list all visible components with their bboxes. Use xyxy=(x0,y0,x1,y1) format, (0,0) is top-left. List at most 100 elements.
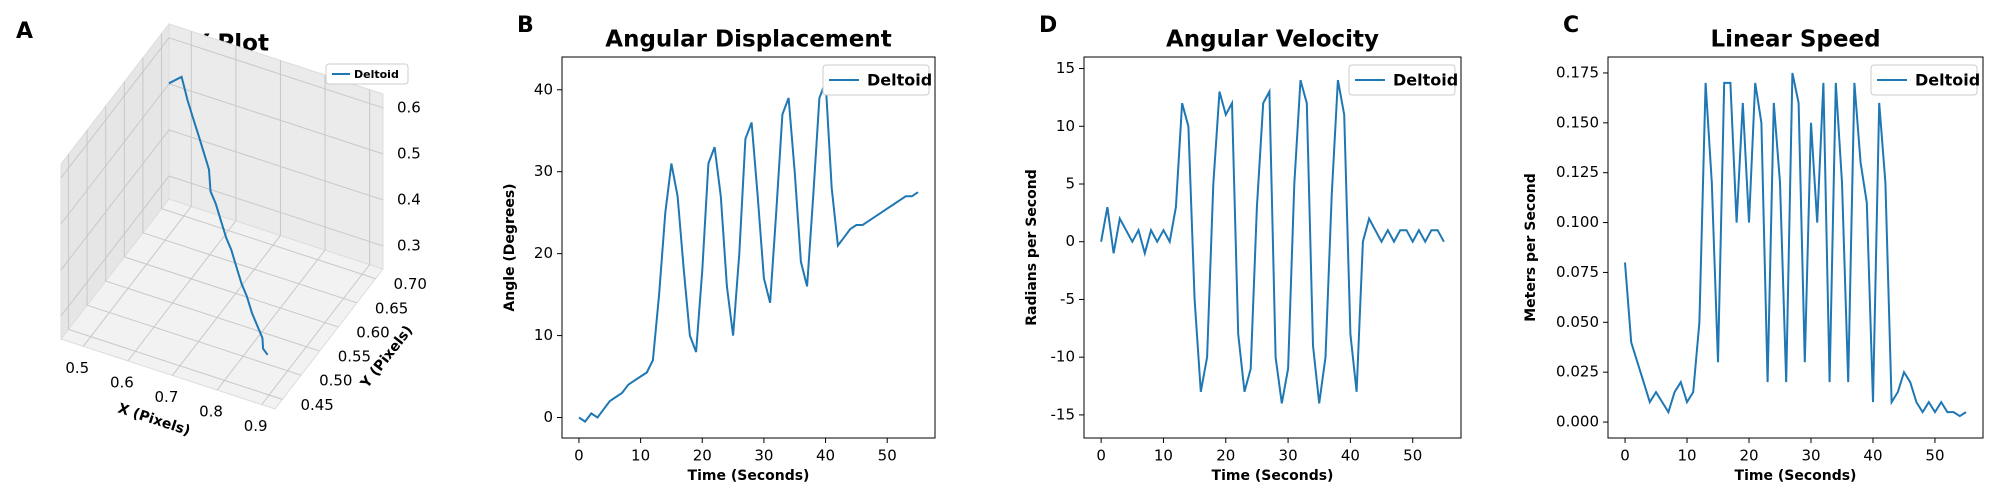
grid-line xyxy=(216,249,326,391)
y-tick-label: 0.60 xyxy=(356,323,389,341)
x-tick-label: 30 xyxy=(1279,447,1298,465)
y-tick-label: 0.025 xyxy=(1556,363,1599,381)
y-tick-label: 0.45 xyxy=(300,396,333,414)
x-tick-label: 0 xyxy=(1620,447,1630,465)
y-tick-label: 0.175 xyxy=(1556,63,1599,81)
panel-label: D xyxy=(1039,13,1057,38)
y-tick-label: 0 xyxy=(543,408,553,426)
x-axis-label: Time (Seconds) xyxy=(1735,468,1857,484)
grid-line xyxy=(60,37,170,179)
legend-box xyxy=(325,63,409,85)
grid-line xyxy=(142,232,358,304)
x-tick-label: 10 xyxy=(1677,447,1696,465)
grid-line xyxy=(60,175,170,317)
y-tick-label: -15 xyxy=(1051,405,1076,423)
y-tick-label: 0.075 xyxy=(1556,263,1599,281)
x-tick-label: 0.7 xyxy=(155,388,179,406)
x-tick-label: 30 xyxy=(1801,447,1820,465)
x-tick-label: 0 xyxy=(1096,447,1106,465)
z-tick-label: 0.4 xyxy=(397,190,421,208)
x-tick-label: 20 xyxy=(1739,447,1758,465)
legend-label: Deltoid xyxy=(354,68,399,81)
grid-line xyxy=(172,235,281,376)
y-tick-label: 0.65 xyxy=(375,299,408,317)
z-tick-label: 0.3 xyxy=(397,236,421,254)
z-tick-label: 0.6 xyxy=(397,98,421,116)
chart-title: Linear Speed xyxy=(1710,27,1880,53)
x-tick-label: 10 xyxy=(631,447,650,465)
legend-box xyxy=(822,64,930,96)
legend-label: Deltoid xyxy=(867,71,932,90)
grid-line xyxy=(68,328,283,400)
data-line xyxy=(578,81,919,423)
x-tick-label: 50 xyxy=(878,447,897,465)
chart-title: Angular Velocity xyxy=(1166,27,1379,53)
x-tick-label: 10 xyxy=(1154,447,1173,465)
y-tick-label: 40 xyxy=(534,80,553,98)
y-tick-label: 0.150 xyxy=(1556,113,1599,131)
x-tick-label: 50 xyxy=(1403,447,1422,465)
side-pane xyxy=(60,22,170,341)
y-tick-label: 0.125 xyxy=(1556,163,1599,181)
y-axis-label: Meters per Second xyxy=(1523,173,1539,322)
grid-line xyxy=(124,256,339,328)
x-tick-label: 40 xyxy=(1341,447,1360,465)
grid-line xyxy=(168,129,384,201)
plot-frame xyxy=(561,56,936,439)
data-line xyxy=(168,75,269,356)
y-tick-label: 5 xyxy=(1065,175,1075,193)
panel-label: B xyxy=(517,13,534,38)
y-axis-label: Radians per Second xyxy=(1024,169,1040,325)
x-tick-label: 40 xyxy=(816,447,835,465)
legend-box xyxy=(1870,64,1978,96)
grid-line xyxy=(60,83,170,225)
y-tick-label: 15 xyxy=(1056,59,1075,77)
y-tick-label: 0.50 xyxy=(319,372,352,390)
y-tick-label: 0.050 xyxy=(1556,313,1599,331)
y-tick-label: 30 xyxy=(534,162,553,180)
y-tick-label: 0.000 xyxy=(1556,413,1599,431)
x-tick-label: 30 xyxy=(754,447,773,465)
z-tick-label: 0.5 xyxy=(397,144,421,162)
x-tick-label: 0.6 xyxy=(110,373,134,391)
x-tick-label: 40 xyxy=(1863,447,1882,465)
y-axis-label: Angle (Degrees) xyxy=(502,183,518,311)
grid-line xyxy=(105,280,320,352)
grid-line xyxy=(86,304,302,376)
plot-frame xyxy=(1607,56,1984,439)
x-axis-label: Time (Seconds) xyxy=(1212,468,1334,484)
panel-label: C xyxy=(1563,13,1579,38)
y-tick-label: 0.70 xyxy=(394,275,427,293)
x-tick-label: 0 xyxy=(574,447,584,465)
y-tick-label: 0 xyxy=(1065,232,1075,250)
x-tick-label: 20 xyxy=(693,447,712,465)
grid-line xyxy=(127,220,237,362)
x-tick-label: 0.9 xyxy=(244,417,268,435)
x-axis-label: Time (Seconds) xyxy=(688,468,810,484)
y-tick-label: 20 xyxy=(534,244,553,262)
legend-box xyxy=(1348,64,1456,96)
plot-frame xyxy=(1083,56,1462,439)
grid-line xyxy=(168,175,384,247)
x-tick-label: 0.8 xyxy=(199,403,223,421)
x-axis-label: X (Pixels) xyxy=(116,401,192,439)
y-tick-label: -5 xyxy=(1060,290,1075,308)
y-tick-label: 10 xyxy=(534,326,553,344)
x-tick-label: 0.5 xyxy=(65,359,89,377)
y-tick-label: 10 xyxy=(1056,117,1075,135)
chart-title: Angular Displacement xyxy=(605,27,891,53)
y-tick-label: 0.100 xyxy=(1556,213,1599,231)
y-tick-label: 0.55 xyxy=(338,348,371,366)
grid-line xyxy=(261,264,371,405)
grid-line xyxy=(168,83,384,155)
x-tick-label: 20 xyxy=(1216,447,1235,465)
grid-line xyxy=(82,205,192,347)
data-line xyxy=(1100,79,1445,404)
grid-line xyxy=(161,208,376,280)
legend-label: Deltoid xyxy=(1393,71,1458,90)
legend-label: Deltoid xyxy=(1915,71,1980,90)
grid-line xyxy=(60,129,170,271)
y-tick-label: -10 xyxy=(1051,348,1076,366)
